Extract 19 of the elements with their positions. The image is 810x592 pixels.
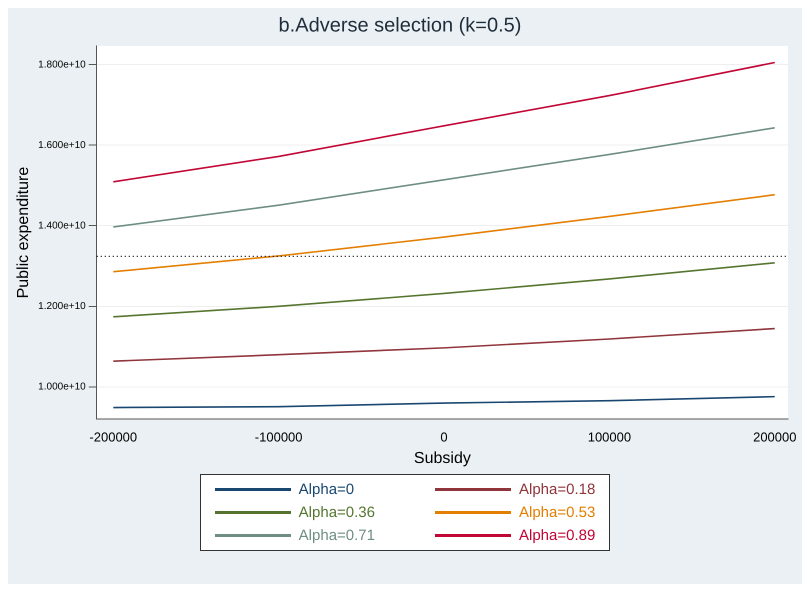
text: Alpha=0 bbox=[298, 481, 354, 498]
text: Alpha=0.53 bbox=[519, 504, 596, 521]
y-tick-label: 1.600e+10 bbox=[38, 140, 86, 151]
y-tick-label: 1.000e+10 bbox=[38, 382, 86, 393]
y-tick-label: 1.800e+10 bbox=[38, 59, 86, 70]
text: Alpha=0.36 bbox=[298, 504, 375, 521]
text: Alpha=0.89 bbox=[519, 527, 596, 544]
y-tick-label: 1.200e+10 bbox=[38, 301, 86, 312]
y-axis-title: Public expenditure bbox=[15, 166, 32, 298]
x-axis-title: Subsidy bbox=[414, 450, 471, 467]
x-tick-label: -100000 bbox=[254, 430, 303, 445]
y-tick-label: 1.400e+10 bbox=[38, 220, 86, 232]
text: Alpha=0.71 bbox=[298, 527, 375, 544]
x-tick-label: 0 bbox=[440, 430, 448, 445]
x-tick-label: 100000 bbox=[588, 430, 632, 445]
text: Alpha=0.18 bbox=[519, 481, 596, 498]
chart-title: b.Adverse selection (k=0.5) bbox=[278, 14, 522, 37]
x-tick-label: -200000 bbox=[89, 430, 138, 445]
x-tick-label: 200000 bbox=[753, 430, 796, 445]
